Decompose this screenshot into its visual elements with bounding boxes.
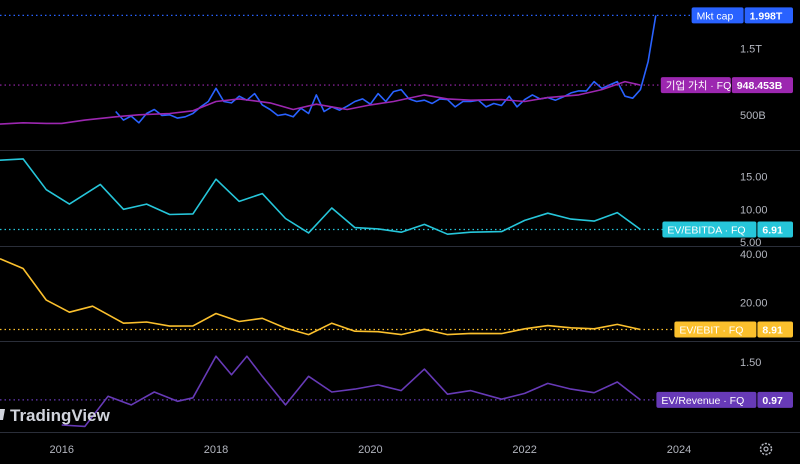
series-value-tag	[757, 391, 793, 408]
tradingview-logo: TradingView	[10, 406, 111, 425]
y-tick-label: 500B	[740, 110, 766, 122]
series-line-ev-ebit-0	[0, 257, 641, 336]
series-value-label: 8.91	[762, 324, 783, 336]
y-tick-label: 1.50	[740, 357, 761, 369]
series-name-tag	[656, 391, 757, 408]
y-tick-label: 40.00	[740, 249, 768, 261]
y-tick-label: 20.00	[740, 298, 768, 310]
series-value-label: 0.97	[762, 395, 783, 407]
series-value-tag	[731, 77, 793, 94]
series-value-tag	[757, 221, 793, 238]
series-name-tag	[662, 221, 757, 238]
tradingview-logo-mark	[0, 409, 5, 420]
x-tick-label: 2016	[49, 444, 73, 456]
series-value-tag	[744, 7, 793, 24]
series-value-label: 6.91	[762, 225, 783, 237]
series-line-ev-ebitda-0	[0, 158, 641, 235]
x-tick-label: 2018	[204, 444, 228, 456]
y-tick-label: 10.00	[740, 204, 768, 216]
x-tick-label: 2020	[358, 444, 382, 456]
y-tick-label: 15.00	[740, 172, 768, 184]
series-name-label: EV/EBIT · FQ	[679, 324, 743, 336]
series-value-label: 948.453B	[737, 80, 783, 92]
series-line-valuation-0	[115, 15, 657, 124]
series-name-label: EV/EBITDA · FQ	[667, 225, 745, 237]
series-line-valuation-1	[0, 80, 641, 125]
series-name-label: EV/Revenue · FQ	[661, 395, 744, 407]
series-value-label: 1.998T	[750, 10, 783, 22]
gear-icon[interactable]	[759, 442, 773, 456]
series-name-tag	[660, 77, 731, 94]
y-tick-label: 5.00	[740, 237, 761, 249]
series-name-label: 기업 가치 · FQ	[666, 79, 731, 92]
series-name-tag	[674, 321, 757, 338]
x-tick-label: 2024	[667, 444, 691, 456]
y-tick-label: 1.5T	[740, 43, 762, 55]
series-name-tag	[691, 7, 744, 24]
series-value-tag	[757, 321, 793, 338]
series-line-ev-revenue-0	[61, 355, 641, 428]
x-tick-label: 2022	[512, 444, 536, 456]
series-name-label: Mkt cap	[697, 10, 734, 22]
